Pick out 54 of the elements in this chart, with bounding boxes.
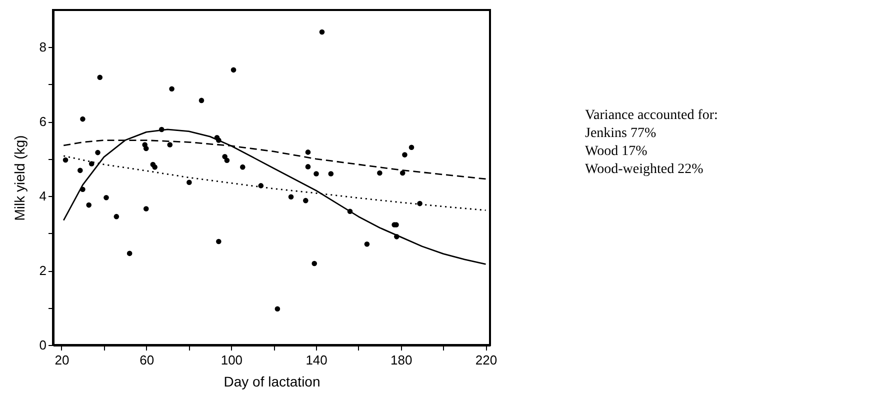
point (114, 214, 120, 220)
point (312, 260, 317, 266)
point (104, 194, 109, 200)
x-tick-label: 180 (390, 352, 412, 368)
x-tick-label: 220 (475, 352, 498, 368)
text: Jenkins 77% (585, 126, 656, 141)
point (143, 146, 149, 152)
text: Wood-weighted 22% (585, 162, 704, 177)
point (126, 250, 132, 256)
y-axis-title: Milk yield (kg) (11, 135, 28, 221)
x-axis-title: Day of lactation (224, 374, 320, 390)
point (377, 170, 382, 176)
point (402, 152, 408, 158)
x-tick-label: 100 (220, 352, 243, 368)
point (314, 171, 319, 176)
y-tick-label: 6 (39, 114, 46, 130)
point (230, 67, 236, 73)
point (169, 86, 174, 92)
point (224, 158, 230, 164)
point (288, 194, 294, 200)
point (95, 150, 100, 156)
x-tick-label: 20 (54, 352, 70, 368)
point (97, 74, 103, 80)
point (240, 164, 246, 170)
point (222, 154, 228, 160)
point (78, 168, 83, 174)
point (80, 116, 86, 122)
text: Wood 17% (585, 144, 648, 159)
point (198, 98, 204, 104)
point (152, 164, 158, 170)
y-tick-label: 4 (39, 188, 46, 204)
point (86, 202, 92, 208)
text: Variance accounted for: (585, 108, 718, 123)
y-tick-label: 2 (39, 263, 46, 278)
y-tick-label: 8 (39, 40, 46, 55)
point (274, 306, 280, 312)
point (88, 161, 94, 166)
point (328, 171, 334, 176)
point (143, 206, 149, 212)
x-tick-label: 60 (140, 352, 154, 368)
line-series (62, 128, 486, 265)
point (186, 180, 192, 185)
point (303, 198, 308, 204)
point (305, 150, 311, 155)
point (319, 29, 325, 35)
y-tick-label: 0 (39, 338, 46, 352)
point (167, 142, 173, 148)
point (408, 144, 414, 150)
x-tick-label: 140 (306, 352, 328, 368)
point (305, 164, 311, 170)
point (400, 170, 406, 176)
point (364, 241, 370, 247)
point (62, 157, 68, 163)
point (216, 238, 222, 244)
